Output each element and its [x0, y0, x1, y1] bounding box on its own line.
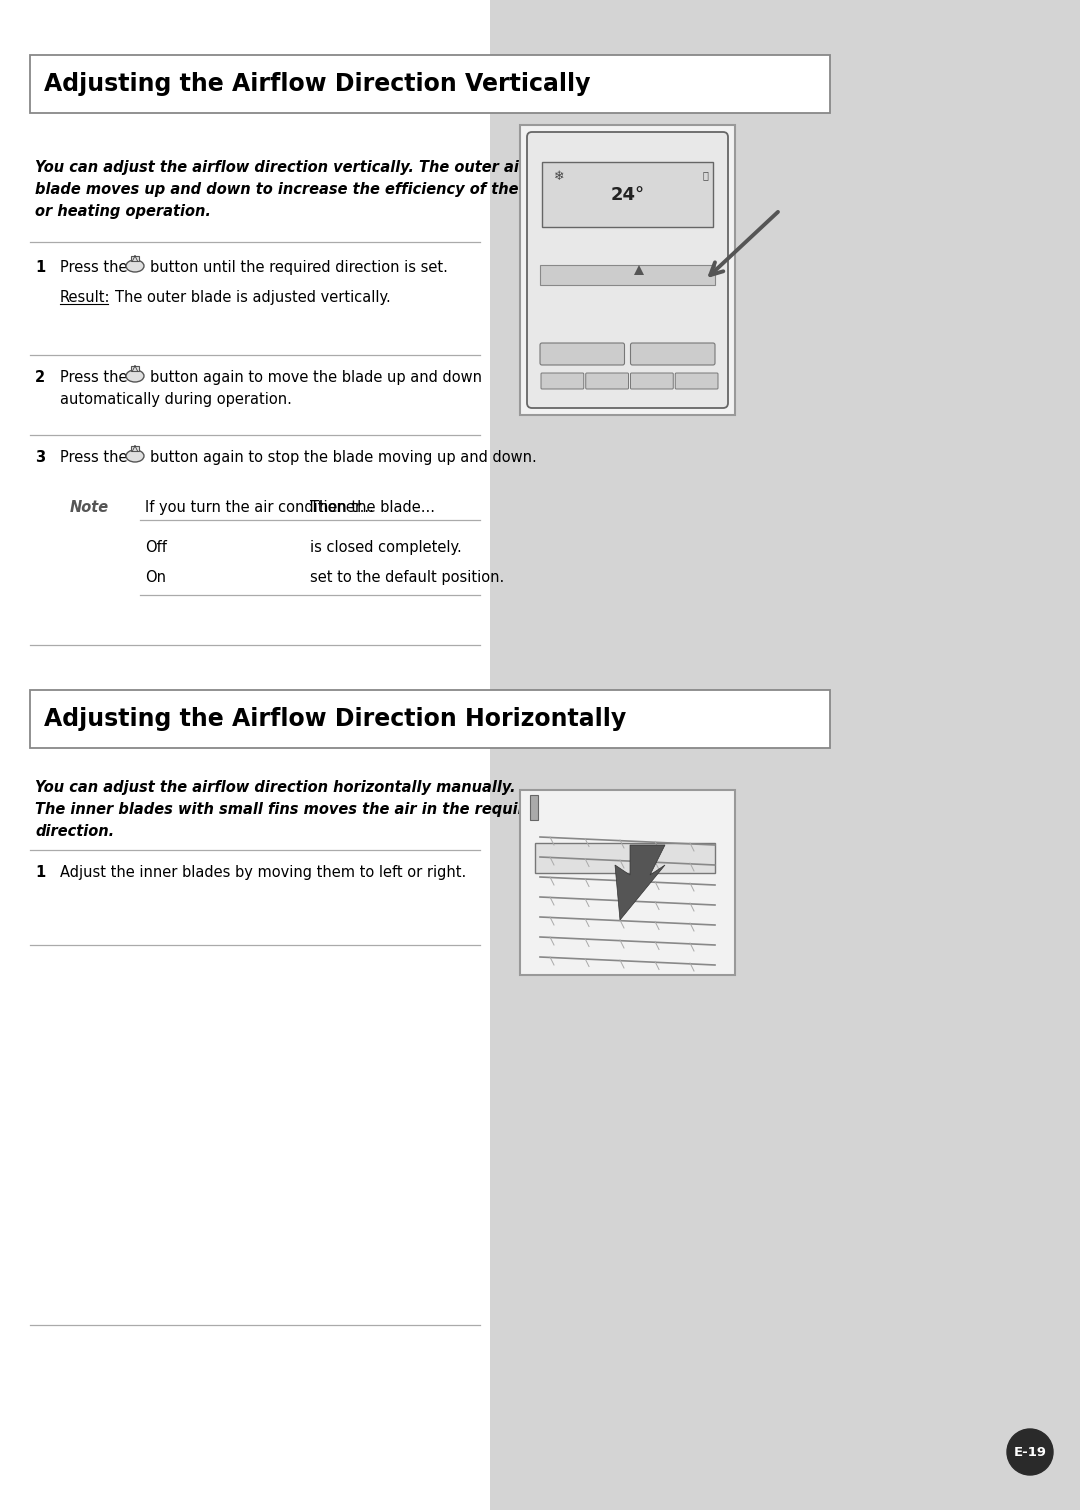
- Bar: [490, 0, 1080, 1510]
- Bar: [542, 162, 713, 226]
- Text: 3: 3: [35, 450, 45, 465]
- Bar: [519, 125, 735, 415]
- FancyBboxPatch shape: [675, 373, 718, 390]
- Text: 1: 1: [35, 260, 45, 275]
- Circle shape: [1007, 1428, 1053, 1475]
- Bar: [519, 790, 735, 975]
- Text: Press the: Press the: [60, 450, 127, 465]
- FancyBboxPatch shape: [541, 373, 584, 390]
- Text: 2: 2: [35, 370, 45, 385]
- Ellipse shape: [126, 450, 144, 462]
- Text: Adjusting the Airflow Direction Horizontally: Adjusting the Airflow Direction Horizont…: [44, 707, 626, 731]
- Text: Off: Off: [145, 541, 167, 556]
- Text: On: On: [145, 569, 166, 584]
- Text: button again to move the blade up and down: button again to move the blade up and do…: [150, 370, 482, 385]
- Text: The inner blades with small fins moves the air in the required: The inner blades with small fins moves t…: [35, 802, 545, 817]
- FancyBboxPatch shape: [631, 373, 673, 390]
- Text: Result:: Result:: [60, 290, 110, 305]
- Text: The outer blade is adjusted vertically.: The outer blade is adjusted vertically.: [114, 290, 391, 305]
- Bar: [30, 690, 831, 747]
- Text: or heating operation.: or heating operation.: [35, 204, 211, 219]
- Text: Press the: Press the: [60, 260, 127, 275]
- Ellipse shape: [126, 260, 144, 272]
- Bar: [540, 264, 715, 285]
- Text: Adjust the inner blades by moving them to left or right.: Adjust the inner blades by moving them t…: [60, 865, 467, 880]
- Text: button again to stop the blade moving up and down.: button again to stop the blade moving up…: [150, 450, 537, 465]
- Text: You can adjust the airflow direction vertically. The outer airflow: You can adjust the airflow direction ver…: [35, 160, 561, 175]
- Bar: [530, 794, 538, 820]
- Text: Press the: Press the: [60, 370, 127, 385]
- Text: is closed completely.: is closed completely.: [310, 541, 462, 556]
- Bar: [30, 54, 831, 113]
- Text: Note: Note: [70, 500, 109, 515]
- Text: direction.: direction.: [35, 824, 114, 840]
- Text: Adjusting the Airflow Direction Vertically: Adjusting the Airflow Direction Vertical…: [44, 72, 591, 97]
- Text: 24°: 24°: [610, 186, 645, 204]
- Ellipse shape: [126, 370, 144, 382]
- Text: blade moves up and down to increase the efficiency of the cooling: blade moves up and down to increase the …: [35, 183, 583, 196]
- FancyBboxPatch shape: [585, 373, 629, 390]
- Polygon shape: [615, 846, 665, 920]
- Bar: [131, 365, 139, 371]
- Text: Then the blade...: Then the blade...: [310, 500, 435, 515]
- Text: button until the required direction is set.: button until the required direction is s…: [150, 260, 448, 275]
- FancyBboxPatch shape: [540, 343, 624, 365]
- Text: If you turn the air conditioner...: If you turn the air conditioner...: [145, 500, 374, 515]
- Text: You can adjust the airflow direction horizontally manually.: You can adjust the airflow direction hor…: [35, 781, 515, 794]
- Polygon shape: [634, 264, 644, 275]
- Bar: [131, 257, 139, 261]
- Text: set to the default position.: set to the default position.: [310, 569, 504, 584]
- Bar: [131, 445, 139, 451]
- Text: ❄: ❄: [554, 171, 565, 183]
- Text: E-19: E-19: [1013, 1445, 1047, 1459]
- Text: 🔊: 🔊: [702, 171, 708, 180]
- FancyBboxPatch shape: [527, 131, 728, 408]
- Bar: [535, 843, 715, 873]
- Text: automatically during operation.: automatically during operation.: [60, 393, 292, 408]
- Text: 1: 1: [35, 865, 45, 880]
- FancyBboxPatch shape: [631, 343, 715, 365]
